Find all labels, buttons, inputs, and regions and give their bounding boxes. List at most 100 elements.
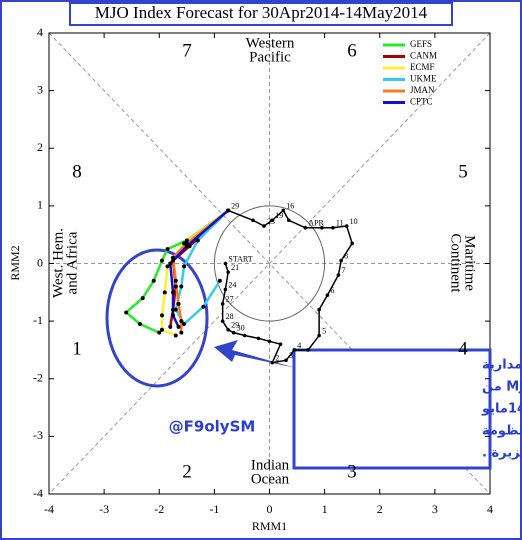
y-tick-label: 1 bbox=[37, 198, 43, 212]
x-tick-label: 0 bbox=[267, 502, 273, 516]
y-tick-label: 2 bbox=[37, 140, 43, 154]
observed-point bbox=[320, 225, 324, 230]
day-label: START bbox=[228, 254, 252, 263]
observed-point bbox=[270, 218, 275, 223]
phase-label: 7 bbox=[182, 40, 192, 61]
guides bbox=[48, 32, 491, 495]
annotation-line: المناخية لشبه الجزيرة . bbox=[482, 446, 522, 461]
legend-label: CPTC bbox=[410, 97, 433, 107]
observed-point bbox=[262, 224, 266, 228]
day-label: 11 bbox=[336, 219, 344, 228]
day-label: 10 bbox=[350, 217, 358, 226]
y-tick-label: 3 bbox=[37, 82, 43, 96]
forecast-point bbox=[226, 208, 231, 213]
day-label: 8 bbox=[344, 251, 348, 260]
phase-label: 3 bbox=[347, 461, 357, 482]
legend-label: JMAN bbox=[410, 85, 435, 95]
observed-point bbox=[223, 261, 228, 266]
forecast-point bbox=[171, 313, 176, 318]
forecast-line bbox=[168, 209, 229, 328]
forecast-point bbox=[173, 333, 178, 338]
observed-point bbox=[278, 342, 283, 346]
observed-point bbox=[331, 225, 335, 230]
forecast-point bbox=[182, 241, 187, 246]
forecast-point bbox=[162, 290, 167, 295]
forecast-point bbox=[187, 244, 192, 249]
observed-point bbox=[220, 302, 225, 306]
day-label: 2 bbox=[275, 353, 279, 362]
forecast-point bbox=[165, 247, 170, 252]
region-label: and Africa bbox=[64, 231, 80, 294]
observed-point bbox=[267, 339, 272, 344]
region-label: Pacific bbox=[249, 49, 291, 65]
observed-point bbox=[339, 258, 343, 263]
day-label: 21 bbox=[231, 263, 239, 272]
observed-point bbox=[226, 327, 230, 332]
forecast-point bbox=[171, 290, 176, 295]
x-tick-label: -2 bbox=[154, 502, 164, 516]
observed-point bbox=[317, 307, 321, 312]
forecast-line bbox=[171, 209, 229, 333]
x-axis-label: RMM1 bbox=[252, 519, 287, 533]
x-tick-label: 1 bbox=[322, 502, 328, 516]
handle: @F9olySM bbox=[169, 418, 256, 436]
forecast-point bbox=[201, 304, 206, 309]
observed-point bbox=[256, 336, 261, 341]
observed-point bbox=[350, 241, 354, 246]
y-axis-label: RMM2 bbox=[8, 245, 22, 280]
observed-point bbox=[306, 348, 310, 352]
observed-point bbox=[220, 319, 225, 323]
day-label: 7 bbox=[341, 266, 345, 275]
forecast-point bbox=[179, 284, 184, 289]
forecast-point bbox=[176, 301, 181, 306]
forecast-point bbox=[137, 322, 142, 327]
observed-point bbox=[223, 287, 228, 292]
x-tick-label: -3 bbox=[99, 502, 109, 516]
day-label: 5 bbox=[322, 326, 326, 335]
observed-point bbox=[336, 273, 341, 277]
forecast-point bbox=[182, 322, 187, 327]
annotation-line: 30ابريل - 14مايو bbox=[481, 402, 522, 417]
observed-point bbox=[286, 218, 291, 223]
forecast-point bbox=[168, 261, 173, 266]
forecast-point bbox=[184, 241, 189, 246]
day-label: 19 bbox=[275, 211, 283, 220]
annotation-line: مناطق نشاط الكتلة المدارية bbox=[482, 358, 522, 373]
forecast-point bbox=[151, 278, 156, 283]
y-tick-label: -4 bbox=[33, 486, 43, 500]
x-tick-label: 2 bbox=[377, 502, 383, 516]
annotation-line: الحرارية الرطبة MJO من bbox=[482, 380, 522, 395]
region-label: Ocean bbox=[251, 471, 290, 487]
observed-point bbox=[292, 348, 297, 352]
day-label: 23 bbox=[267, 217, 275, 226]
forecast-point bbox=[184, 238, 189, 243]
legend-label: GEFS bbox=[410, 39, 432, 49]
y-tick-label: -3 bbox=[33, 428, 43, 442]
legend-label: CANM bbox=[410, 51, 437, 61]
x-tick-label: 3 bbox=[432, 502, 438, 516]
forecast-point bbox=[195, 238, 200, 243]
forecast-point bbox=[176, 324, 181, 329]
x-tick-label: 4 bbox=[487, 502, 493, 516]
forecast-point bbox=[173, 307, 178, 312]
forecast-point bbox=[124, 310, 129, 315]
day-label: 16 bbox=[286, 201, 294, 210]
day-label: 24 bbox=[228, 280, 236, 289]
annotation-box bbox=[292, 348, 492, 470]
forecast-point bbox=[168, 324, 173, 329]
chart-title: MJO Index Forecast for 30Apr2014-14May20… bbox=[95, 3, 428, 22]
day-label: 27 bbox=[226, 295, 234, 304]
observed-point bbox=[284, 358, 288, 363]
forecast-point bbox=[184, 244, 189, 249]
observed-point bbox=[251, 218, 255, 223]
observed-point bbox=[242, 333, 247, 338]
y-tick-label: 0 bbox=[37, 255, 43, 269]
forecast-point bbox=[160, 258, 165, 263]
forecast-point bbox=[165, 264, 170, 269]
phase-label: 8 bbox=[72, 161, 82, 182]
forecast-point bbox=[171, 307, 176, 312]
legend-label: ECMF bbox=[410, 62, 435, 72]
day-label: 4 bbox=[297, 341, 301, 350]
annotation-line: تتوافق تحسن في المنظومة bbox=[482, 424, 522, 439]
region-label: Maritime bbox=[462, 235, 478, 291]
